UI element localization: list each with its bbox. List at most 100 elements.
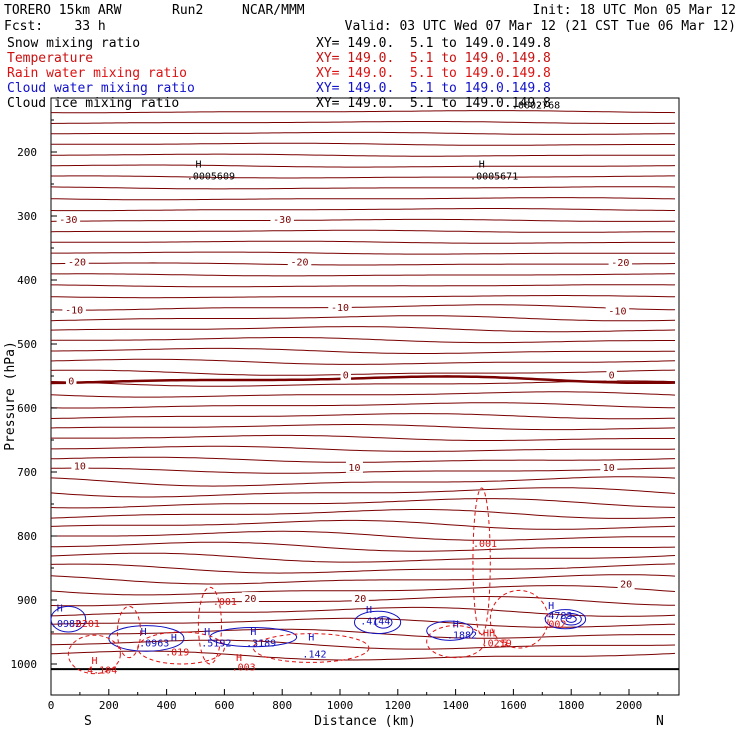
north-label: N [656,714,664,729]
isotherm-label-bg [340,368,352,381]
legend-cloud-water: Cloud water mixing ratio [7,81,195,96]
legend-cloud-ice-xy: XY= 149.0. 5.1 to 149.0.149.8 [316,96,551,111]
rain-contour [489,589,549,649]
rain-label: .0201 [70,619,100,630]
cloud-water-label: H [308,632,314,643]
temperature-contours [50,110,679,671]
rain-label: .0219 [482,639,512,650]
cloud-water-contour [209,627,298,648]
isotherm-line [50,552,676,563]
isotherm-label-bg [65,255,89,268]
x-tick-label: 200 [99,699,119,712]
isotherm-label-bg [270,213,294,226]
rain-contour [472,487,491,636]
isotherm-line [50,509,676,519]
legend-snow: Snow mixing ratio [7,36,140,51]
isotherm-label-bg [62,303,86,316]
isotherm-label-bg [608,256,633,269]
isotherm-line [50,487,676,498]
cloud-water-label: .1882 [447,630,477,641]
ice-label: H [196,159,202,170]
isotherm-line [50,563,676,574]
isotherm-label: 0 [609,371,615,382]
cloud-water-contour [374,616,393,629]
legend-snow-xy: XY= 149.0. 5.1 to 149.0.149.8 [316,36,551,51]
isotherm-label-bg [56,213,81,226]
isotherm-label: 10 [74,462,86,473]
cloud-water-label: .3189 [246,639,276,650]
isotherm-label-bg [328,300,352,313]
isotherm-line [50,617,676,628]
isotherm-label: 10 [603,463,615,474]
rain-label: 5 [502,639,508,650]
isotherm-line [50,424,676,431]
cloud-water-contour [353,610,402,635]
rain-label: H [236,653,242,664]
isotherm-label: 10 [348,463,360,474]
rain-label: 4.104 [87,666,117,677]
header-center: NCAR/MMM [242,3,305,18]
isotherm-line [51,530,675,541]
isotherm-line [51,304,676,311]
cloud-water-label: .4783 [542,611,572,622]
isotherm-line [50,229,675,233]
isotherm-line [51,445,676,452]
isotherm-label-bg [605,304,630,317]
isotherm-line [51,153,675,157]
isotherm-label: -10 [331,303,349,314]
y-tick-label: 800 [17,530,37,543]
isotherm-label-bg [287,255,312,268]
isotherm-line [50,240,675,244]
isotherm-line [51,175,675,179]
isotherm-line [50,208,675,212]
rain-contour [252,633,370,663]
legend-cloud-ice: Cloud ice mixing ratio [7,96,179,111]
header-init: Init: 18 UTC Mon 05 Mar 12 [533,3,737,18]
isotherm-line [50,121,676,124]
cloud-water-label: .0982 [51,619,81,630]
isotherm-line [50,574,676,585]
ice-label: H [479,159,485,170]
isotherm-label-bg [617,577,635,590]
isotherm-line [50,467,676,474]
ice-label: .0005671 [470,172,518,183]
x-tick-label: 800 [272,699,292,712]
y-tick-label: 300 [17,210,37,223]
y-tick-label: 600 [17,402,37,415]
isotherm-line [50,498,676,509]
isotherm-line [50,519,676,530]
cloud-water-contour [560,612,582,626]
isotherm-line [51,628,675,639]
isotherm-label-bg [65,374,77,387]
isotherm-line [50,402,675,409]
isotherm-label: -30 [273,215,291,226]
isotherm-label-bg [351,592,369,605]
isotherm-line [51,110,676,114]
axes: 0 200 400 600 800 1000 1200 1400 1600 1800 2000200… [11,119,659,712]
isotherm-line [50,413,676,420]
south-label: S [84,714,92,729]
isotherm-line [51,273,675,277]
legend-rain: Rain water mixing ratio [7,66,187,81]
cloud-water-label: .4144 [360,616,390,627]
header-valid: Valid: 03 UTC Wed 07 Mar 12 (21 CST Tue … [345,19,736,34]
isotherm-line [50,326,676,333]
cloud-water-contour [50,605,87,633]
zero-isotherm-line [50,375,676,385]
isotherm-label-bg [345,460,363,473]
legend-temperature-xy: XY= 149.0. 5.1 to 149.0.149.8 [316,51,551,66]
isotherm-line [50,606,676,617]
isotherm-line [51,142,675,146]
y-axis-label: Pressure (hPa) [3,341,18,451]
isotherm-line [50,391,676,398]
rain-contour [426,625,486,659]
x-tick-label: 1400 [442,699,469,712]
cloud-water-label: H [366,605,372,616]
isotherm-label-bg [71,459,89,472]
cloud-water-label: H [141,627,147,638]
isotherm-line [51,164,676,168]
isotherm-line [50,585,676,596]
isotherm-label-bg [241,592,259,605]
